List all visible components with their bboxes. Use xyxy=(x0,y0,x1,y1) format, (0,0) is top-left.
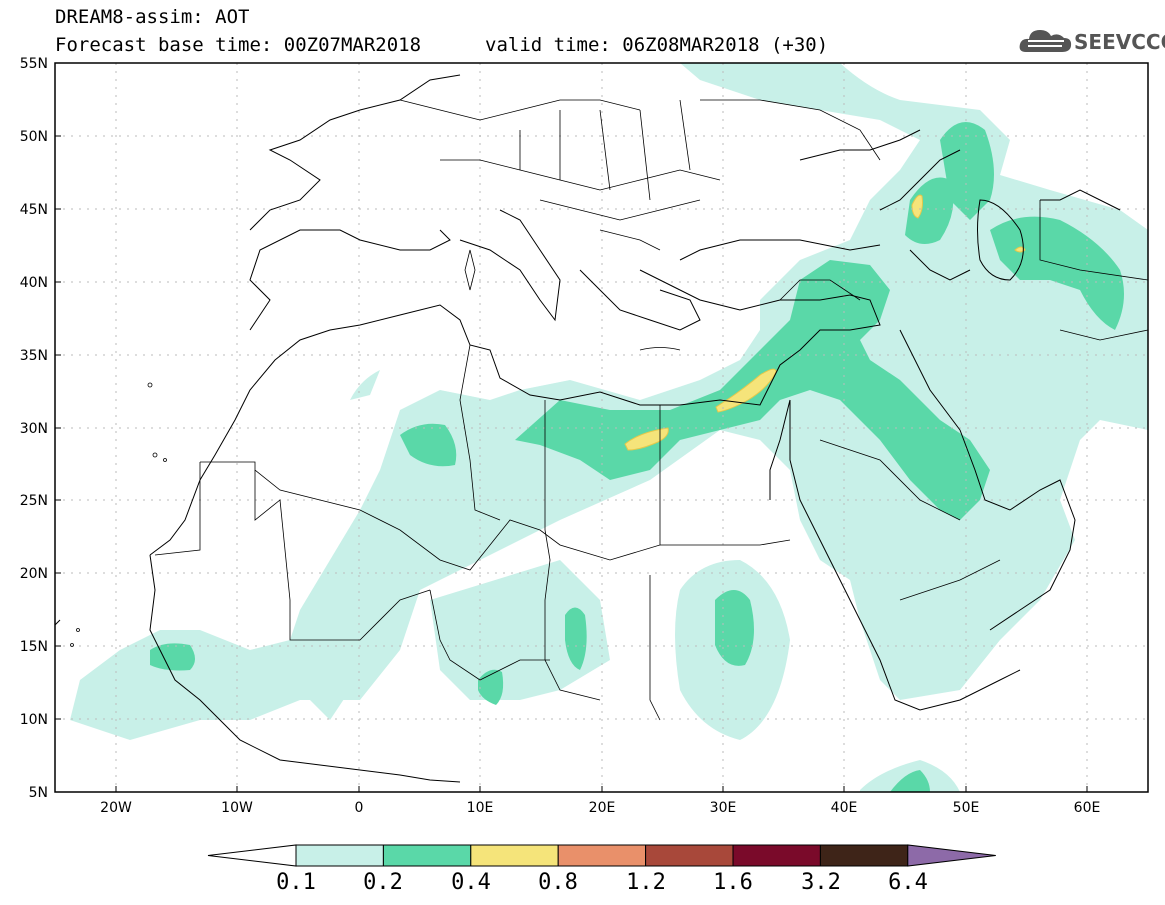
grid-lines xyxy=(55,63,1148,792)
seevccc-logo: SEEVCCC xyxy=(1018,24,1165,58)
logo-text: SEEVCCC xyxy=(1074,30,1165,54)
colorbar-label: 0.2 xyxy=(363,870,403,895)
map-title: DREAM8-assim: AOT xyxy=(55,6,250,28)
lat-tick-label: 15N xyxy=(20,639,48,655)
lon-tick-label: 20E xyxy=(589,800,616,816)
lat-tick-label: 5N xyxy=(29,785,48,801)
colorbar xyxy=(207,844,996,867)
lon-tick-label: 40E xyxy=(831,800,858,816)
lat-tick-label: 50N xyxy=(20,129,48,145)
forecast-base-time: Forecast base time: 00Z07MAR2018 xyxy=(55,34,422,56)
valid-time: valid time: 06Z08MAR2018 (+30) xyxy=(485,34,829,56)
lat-tick-label: 25N xyxy=(20,493,48,509)
lon-tick-label: 50E xyxy=(953,800,980,816)
islands xyxy=(70,249,681,647)
colorbar-label: 0.4 xyxy=(451,870,491,895)
colorbar-box xyxy=(382,844,472,867)
lat-tick-label: 35N xyxy=(20,348,48,364)
lon-tick-label: 10E xyxy=(467,800,494,816)
country-borders xyxy=(154,99,1148,721)
colorbar-box xyxy=(645,844,734,867)
colorbar-box xyxy=(295,844,384,867)
colorbar-arrow-high xyxy=(907,844,996,867)
colorbar-box xyxy=(557,844,647,867)
lon-tick-labels: 20W 10W 0 10E 20E 30E 40E 50E 60E xyxy=(100,800,1100,816)
colorbar-arrow-low xyxy=(207,844,297,867)
colorbar-label: 0.1 xyxy=(276,870,316,895)
lon-tick-label: 20W xyxy=(100,800,132,816)
colorbar-box xyxy=(732,844,821,867)
lon-tick-label: 0 xyxy=(355,800,364,816)
colorbar-label: 6.4 xyxy=(888,870,928,895)
lon-tick-label: 30E xyxy=(710,800,737,816)
colorbar-label: 1.2 xyxy=(626,870,666,895)
colorbar-box xyxy=(819,844,909,867)
colorbar-label: 0.8 xyxy=(538,870,578,895)
tick-marks xyxy=(55,62,1088,792)
colorbar-box xyxy=(470,844,559,867)
lat-tick-label: 40N xyxy=(20,275,48,291)
lat-tick-label: 10N xyxy=(20,712,48,728)
lat-tick-label: 20N xyxy=(20,566,48,582)
coastlines xyxy=(55,74,1121,783)
lon-tick-label: 10W xyxy=(221,800,253,816)
map-area xyxy=(55,63,1148,792)
lat-tick-labels: 55N 50N 45N 40N 35N 30N 25N 20N 15N 10N … xyxy=(20,56,48,801)
cloud-icon xyxy=(1019,30,1072,52)
lon-tick-label: 60E xyxy=(1074,800,1101,816)
lat-tick-label: 55N xyxy=(20,56,48,72)
colorbar-label: 1.6 xyxy=(713,870,753,895)
lat-tick-label: 45N xyxy=(20,202,48,218)
colorbar-label: 3.2 xyxy=(801,870,841,895)
lat-tick-label: 30N xyxy=(20,421,48,437)
